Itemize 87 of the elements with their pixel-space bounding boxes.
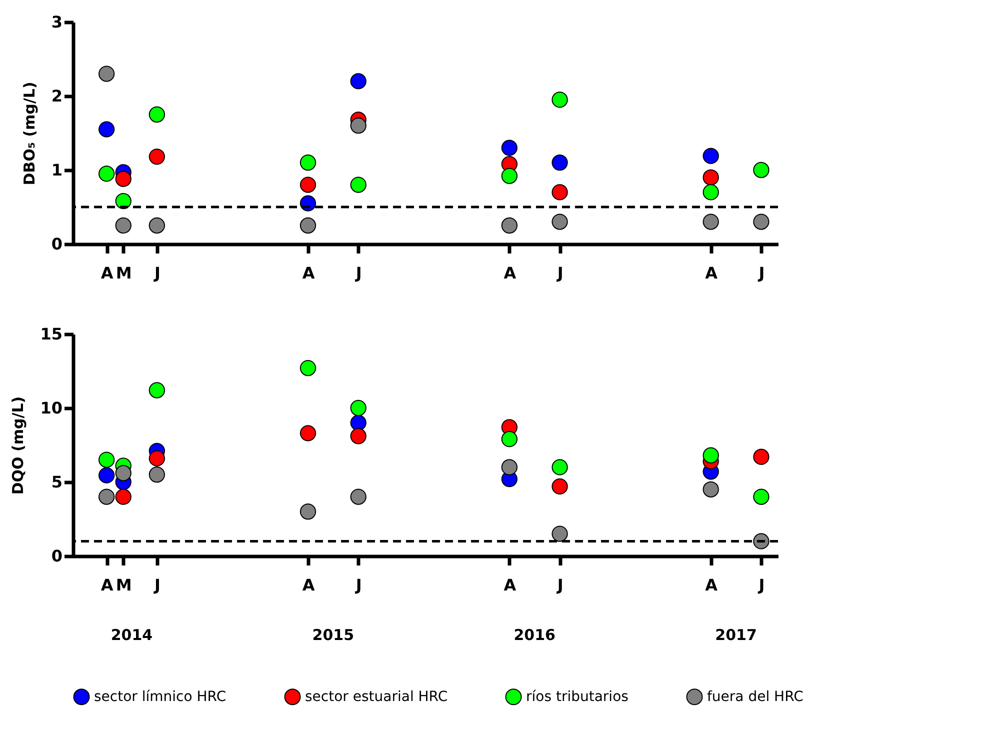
y-axis-title: DQO (mg/L): [9, 396, 28, 495]
x-tick-label: A: [504, 264, 517, 282]
point: [300, 360, 316, 376]
point: [98, 121, 115, 138]
point: [148, 106, 166, 123]
point: [702, 481, 719, 498]
y-tick-label: 3: [51, 12, 62, 32]
x-tick-label: A: [302, 576, 316, 594]
point: [300, 217, 316, 234]
x-tick-label: J: [758, 576, 765, 594]
x-tick-label: J: [153, 264, 160, 282]
point: [115, 465, 132, 482]
y-tick-label: 1: [51, 160, 62, 180]
point: [501, 217, 518, 234]
y-tick-label: 2: [51, 86, 62, 106]
legend-label: ríos tributarios: [526, 688, 628, 705]
point: [350, 118, 366, 134]
point: [501, 168, 518, 184]
point: [115, 217, 132, 234]
point: [148, 217, 166, 234]
point: [753, 214, 770, 230]
x-tick-label: J: [354, 264, 362, 282]
point: [552, 214, 568, 230]
text: 2014: [110, 626, 153, 644]
point: [148, 382, 166, 398]
x-tick-label: J: [354, 576, 362, 594]
point: [501, 431, 518, 448]
text: 2017: [715, 626, 757, 644]
x-tick-label: M: [116, 576, 132, 594]
point: [300, 504, 316, 520]
point: [98, 166, 115, 182]
point: [350, 400, 366, 416]
text: 2016: [514, 626, 556, 644]
x-tick-label: A: [705, 264, 718, 282]
point: [702, 169, 719, 186]
point: [702, 148, 719, 164]
y-tick-label: 15: [40, 324, 62, 344]
y-tick-label: 0: [51, 234, 62, 254]
x-tick-label: A: [100, 264, 114, 282]
point: [552, 526, 568, 542]
point: [98, 467, 115, 484]
legend-label: sector estuarial HRC: [305, 688, 448, 705]
point: [552, 184, 568, 200]
point: [753, 448, 770, 465]
point: [552, 478, 568, 495]
point: [350, 176, 366, 193]
x-tick-label: A: [705, 576, 718, 594]
text: 2015: [312, 626, 354, 644]
y-axis-title: DBO₅ (mg/L): [20, 82, 38, 186]
x-tick-label: J: [556, 264, 564, 282]
point: [501, 459, 518, 476]
x-tick-label: J: [758, 264, 765, 282]
point: [350, 488, 366, 505]
y-tick-label: 10: [40, 398, 62, 418]
point: [148, 466, 166, 483]
point: [501, 140, 518, 156]
point: [115, 488, 132, 505]
point: [148, 450, 166, 466]
point: [552, 92, 568, 108]
point: [98, 488, 115, 505]
x-tick-label: J: [556, 576, 564, 594]
y-tick-label: 0: [51, 546, 62, 566]
point: [350, 428, 366, 444]
x-tick-label: M: [116, 264, 132, 282]
point: [753, 488, 770, 505]
point: [115, 170, 132, 187]
x-tick-label: A: [302, 264, 316, 282]
x-tick-label: A: [504, 576, 517, 594]
x-tick-label: A: [100, 576, 114, 594]
point: [115, 193, 132, 210]
point: [552, 459, 568, 476]
legend-label: fuera del HRC: [707, 688, 804, 705]
point: [552, 154, 568, 171]
point: [702, 447, 719, 464]
y-tick-label: 5: [51, 472, 62, 492]
point: [702, 184, 719, 200]
point: [300, 425, 316, 442]
x-tick-label: J: [153, 576, 160, 594]
legend-label: sector límnico HRC: [94, 688, 226, 705]
point: [753, 162, 770, 178]
point: [350, 73, 366, 90]
point: [148, 148, 166, 165]
point: [300, 154, 316, 171]
point: [300, 176, 316, 193]
point: [98, 66, 115, 82]
point: [98, 452, 115, 468]
point: [702, 214, 719, 230]
